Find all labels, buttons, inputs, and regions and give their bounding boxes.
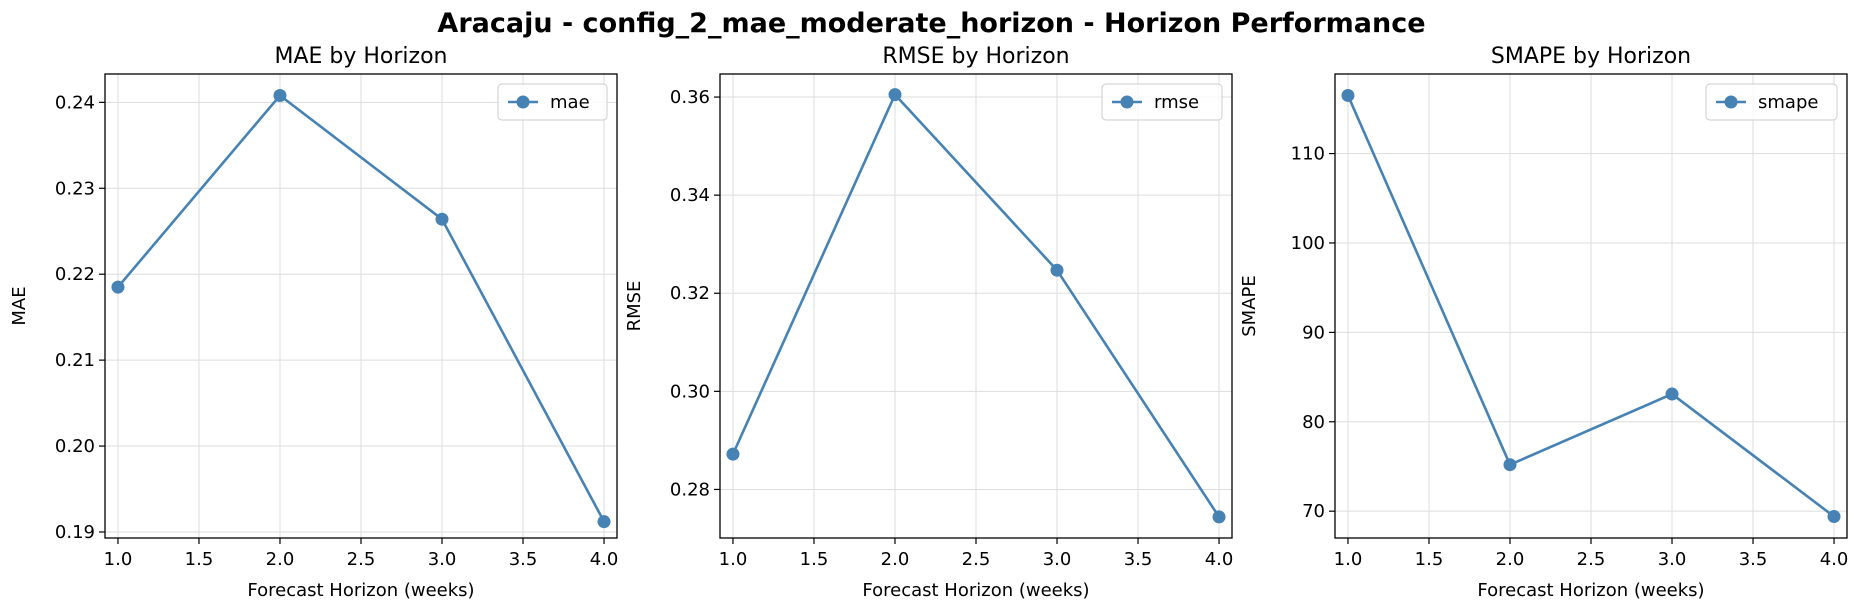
data-point xyxy=(435,212,449,226)
plot-frame xyxy=(1334,73,1848,539)
legend-marker-swatch xyxy=(1724,95,1738,109)
y-axis-label: MAE xyxy=(9,286,30,325)
y-tick-label: 70 xyxy=(1302,501,1325,522)
y-tick-label: 0.23 xyxy=(55,178,95,199)
series-line-mae xyxy=(116,94,606,523)
legend-box xyxy=(1705,83,1838,121)
data-point xyxy=(273,88,287,102)
data-point xyxy=(1503,458,1517,472)
x-tick-label: 1.0 xyxy=(719,549,748,570)
y-axis-label: SMAPE xyxy=(1239,275,1260,337)
y-tick-label: 0.21 xyxy=(55,350,95,371)
legend-label: rmse xyxy=(1154,92,1199,113)
legend-box xyxy=(1101,83,1223,121)
y-tick-label: 80 xyxy=(1302,412,1325,433)
x-tick-label: 2.0 xyxy=(1496,549,1525,570)
series-line-smape xyxy=(1346,94,1835,518)
subplot-1: 1.0 1.5 2.0 2.5 3.0 3.5 4.0 0.19 0.20 0.21 0.22 0.2… xyxy=(9,44,618,601)
x-tick-label: 3.5 xyxy=(1739,549,1768,570)
legend-marker-swatch xyxy=(516,95,530,109)
y-tick-label: 0.34 xyxy=(670,185,710,206)
x-tick-label: 1.5 xyxy=(185,549,214,570)
y-tick-label: 0.22 xyxy=(55,264,95,285)
x-tick-label: 4.0 xyxy=(1820,549,1849,570)
y-tick-label: 0.20 xyxy=(55,436,95,457)
data-point xyxy=(888,88,902,102)
x-tick-label: 2.5 xyxy=(1577,549,1606,570)
x-tick-label: 3.0 xyxy=(1658,549,1687,570)
subplot-3: 1.0 1.5 2.0 2.5 3.0 3.5 4.0 70 80 90 100 110 SMAPE b… xyxy=(1239,44,1848,601)
x-tick-label: 3.5 xyxy=(1124,549,1153,570)
y-tick-label: 0.24 xyxy=(55,92,95,113)
subplot-title: RMSE by Horizon xyxy=(882,44,1069,69)
data-point xyxy=(1212,510,1226,524)
x-tick-label: 1.5 xyxy=(800,549,829,570)
legend: rmse xyxy=(1101,83,1223,121)
data-point xyxy=(1050,263,1064,277)
y-tick-label: 0.36 xyxy=(670,87,710,108)
data-point xyxy=(1341,88,1355,102)
legend-box xyxy=(497,83,608,121)
x-axis-label: Forecast Horizon (weeks) xyxy=(1477,580,1704,601)
subplot-title: MAE by Horizon xyxy=(274,44,447,69)
x-tick-label: 1.0 xyxy=(1334,549,1363,570)
x-tick-label: 3.5 xyxy=(509,549,538,570)
x-tick-label: 3.0 xyxy=(1043,549,1072,570)
y-tick-label: 0.28 xyxy=(670,479,710,500)
y-tick-label: 90 xyxy=(1302,322,1325,343)
x-axis-label: Forecast Horizon (weeks) xyxy=(862,580,1089,601)
y-tick-label: 100 xyxy=(1291,233,1325,254)
legend-label: mae xyxy=(550,92,590,113)
x-tick-label: 2.5 xyxy=(347,549,376,570)
x-tick-label: 1.5 xyxy=(1415,549,1444,570)
subplot-2: 1.0 1.5 2.0 2.5 3.0 3.5 4.0 0.28 0.30 0.32 0.34 0.3… xyxy=(624,44,1233,601)
x-tick-label: 1.0 xyxy=(104,549,133,570)
legend-marker-swatch xyxy=(1120,95,1134,109)
y-tick-label: 0.32 xyxy=(670,283,710,304)
x-tick-label: 2.0 xyxy=(266,549,295,570)
figure-title: Aracaju - config_2_mae_moderate_horizon … xyxy=(437,8,1426,39)
x-tick-label: 4.0 xyxy=(1205,549,1234,570)
y-tick-label: 0.30 xyxy=(670,381,710,402)
plot-frame xyxy=(719,73,1233,539)
legend: smape xyxy=(1705,83,1838,121)
data-point xyxy=(111,280,125,294)
x-axis-label: Forecast Horizon (weeks) xyxy=(247,580,474,601)
plot-frame xyxy=(104,73,618,539)
x-tick-label: 2.5 xyxy=(962,549,991,570)
y-axis-label: RMSE xyxy=(624,281,645,332)
y-tick-label: 0.19 xyxy=(55,522,95,543)
series-line-rmse xyxy=(731,93,1221,518)
x-tick-label: 3.0 xyxy=(428,549,457,570)
y-tick-label: 110 xyxy=(1291,144,1325,165)
data-point xyxy=(1665,387,1679,401)
legend: mae xyxy=(497,83,608,121)
legend-label: smape xyxy=(1758,92,1818,113)
x-tick-label: 2.0 xyxy=(881,549,910,570)
data-point xyxy=(1827,510,1841,524)
subplot-title: SMAPE by Horizon xyxy=(1491,44,1691,69)
data-point xyxy=(597,515,611,529)
data-point xyxy=(726,447,740,461)
x-tick-label: 4.0 xyxy=(590,549,619,570)
